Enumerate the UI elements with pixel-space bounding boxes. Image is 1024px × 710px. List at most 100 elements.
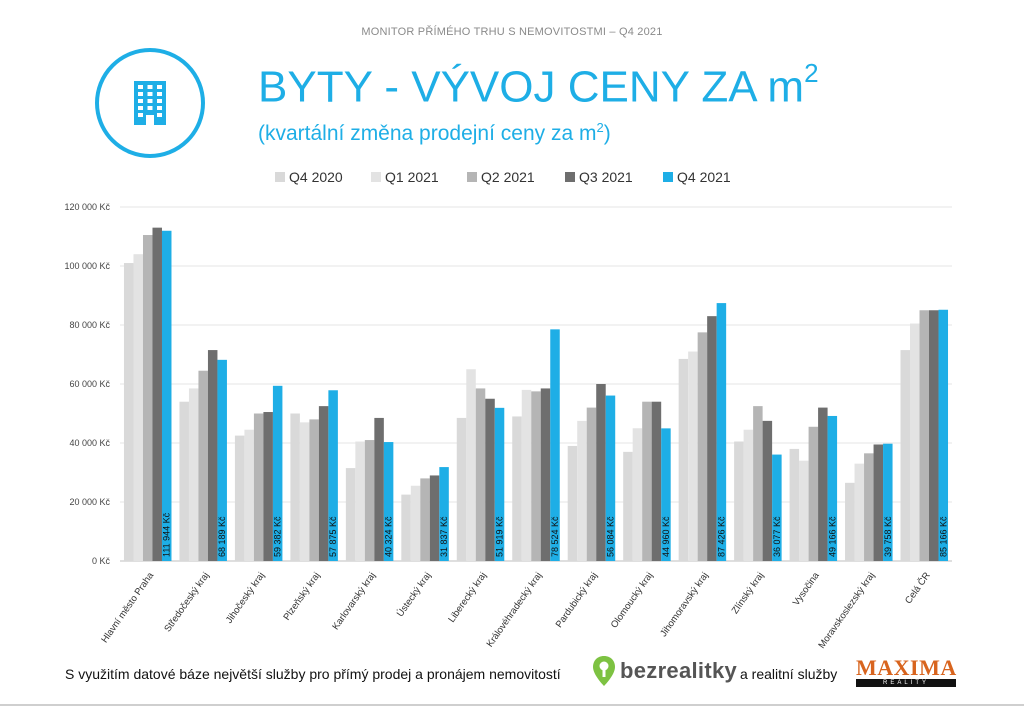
bar <box>818 407 828 561</box>
bar <box>355 441 365 561</box>
footer-text: S využitím datové báze největší služby p… <box>65 666 561 682</box>
data-label: 68 189 Kč <box>217 516 227 557</box>
bar <box>938 309 949 561</box>
bar <box>123 263 134 561</box>
bar <box>494 407 505 561</box>
bar <box>207 350 218 561</box>
bar <box>808 426 819 561</box>
bar <box>661 428 671 561</box>
bar <box>161 230 172 561</box>
page-subtitle-end: ) <box>603 122 611 145</box>
bar <box>883 443 893 561</box>
bar <box>900 350 911 561</box>
y-tick-label: 120 000 Kč <box>64 202 110 212</box>
data-label: 31 837 Kč <box>439 516 449 557</box>
bar <box>623 451 633 561</box>
bar <box>919 310 930 561</box>
y-tick-label: 60 000 Kč <box>69 379 110 389</box>
bar <box>299 422 310 561</box>
y-tick-label: 40 000 Kč <box>69 438 110 448</box>
bar <box>596 384 606 561</box>
bottom-divider <box>0 704 1024 706</box>
bar <box>328 390 338 561</box>
bar <box>521 389 532 561</box>
category-label: Olomoucký kraj <box>609 570 656 630</box>
bar <box>290 413 300 561</box>
bezrealitky-pin-icon <box>593 656 615 686</box>
category-label: Hlavní město Praha <box>99 570 156 645</box>
realitni-text: a realitní služby <box>740 666 838 682</box>
bar <box>540 388 551 561</box>
page-subtitle-superscript: 2 <box>596 120 604 135</box>
y-tick-label: 80 000 Kč <box>69 320 110 330</box>
bar <box>410 485 421 561</box>
bar <box>364 440 375 561</box>
data-label: 51 919 Kč <box>495 516 505 557</box>
bar <box>401 494 411 561</box>
data-label: 78 524 Kč <box>550 516 560 557</box>
maxima-logo: MAXIMA REALITY <box>856 655 956 689</box>
maxima-brand: MAXIMA <box>856 655 957 680</box>
bar <box>688 351 698 561</box>
data-label: 40 324 Kč <box>384 516 394 557</box>
bar <box>234 435 245 561</box>
bar <box>567 445 578 561</box>
bar <box>910 323 920 561</box>
bar <box>707 316 717 561</box>
legend-label: Q2 2021 <box>481 169 535 185</box>
legend-swatch <box>275 172 285 182</box>
bar <box>142 235 153 561</box>
page-subtitle: (kvartální změna prodejní ceny za m2) <box>258 120 611 146</box>
bezrealitky-brand: bezrealitky <box>620 658 738 683</box>
bar <box>632 428 643 561</box>
bar <box>244 429 254 561</box>
bar <box>827 415 838 561</box>
data-label: 49 166 Kč <box>827 516 837 557</box>
bar <box>420 478 430 561</box>
category-label: Vysočina <box>791 570 822 608</box>
bar <box>475 388 486 561</box>
bar <box>217 359 227 561</box>
bar <box>152 227 162 561</box>
legend-label: Q1 2021 <box>385 169 439 185</box>
data-label: 59 382 Kč <box>273 516 283 557</box>
bar <box>456 417 467 561</box>
data-label: 36 077 Kč <box>772 516 782 557</box>
page-subtitle-text: (kvartální změna prodejní ceny za m <box>258 122 597 145</box>
bar <box>466 369 476 561</box>
data-label: 111 944 Kč <box>162 512 172 557</box>
bar-chart: 0 Kč 20 000 Kč 40 000 Kč 60 000 Kč 80 000 Kč… <box>64 169 952 651</box>
category-label: Pardubický kraj <box>554 570 600 630</box>
bar <box>374 417 384 561</box>
category-label: Královéhradecký kraj <box>485 570 545 649</box>
bar <box>864 453 874 561</box>
bar <box>873 444 884 561</box>
bar <box>734 441 744 561</box>
bar <box>586 407 597 561</box>
category-label: Jihomoravský kraj <box>658 570 711 639</box>
bar <box>651 401 662 561</box>
data-label: 57 875 Kč <box>328 516 338 557</box>
bar <box>253 413 264 561</box>
page-title-superscript: 2 <box>804 58 819 88</box>
bar <box>550 329 560 561</box>
legend-swatch <box>371 172 381 182</box>
category-label: Moravskoslezský kraj <box>816 570 877 650</box>
bar <box>531 391 541 561</box>
legend-swatch <box>467 172 477 182</box>
bar <box>743 429 754 561</box>
maxima-sub: REALITY <box>856 679 956 687</box>
bar <box>179 401 189 561</box>
data-label: 85 166 Kč <box>938 516 948 557</box>
bar <box>753 406 763 561</box>
y-tick-label: 20 000 Kč <box>69 497 110 507</box>
legend-label: Q3 2021 <box>579 169 633 185</box>
bar <box>605 395 616 561</box>
report-header: MONITOR PŘÍMÉHO TRHU S NEMOVITOSTMI – Q4… <box>361 26 663 38</box>
bar <box>929 310 939 561</box>
bar <box>318 406 329 561</box>
bar <box>512 416 522 561</box>
legend-label: Q4 2021 <box>677 169 731 185</box>
bar <box>577 420 587 561</box>
y-tick-label: 100 000 Kč <box>64 261 110 271</box>
